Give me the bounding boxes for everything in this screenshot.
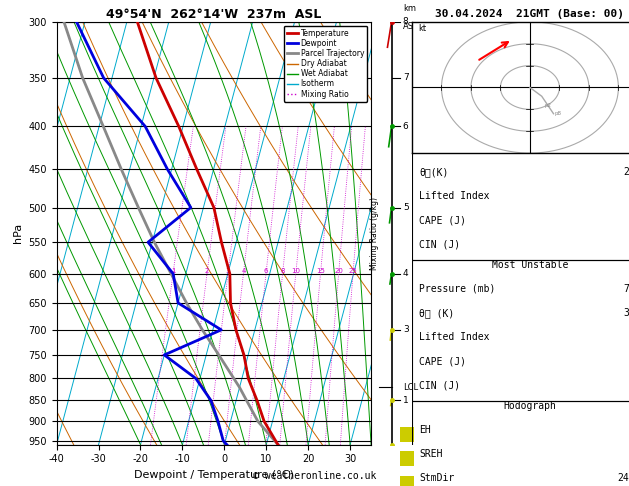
Text: K: K [419, 26, 425, 36]
Y-axis label: hPa: hPa [13, 223, 23, 243]
Text: 5: 5 [403, 203, 409, 212]
Text: CAPE (J): CAPE (J) [419, 356, 466, 366]
Text: EH: EH [419, 425, 431, 435]
Text: 8: 8 [403, 17, 409, 26]
Text: 12.8: 12.8 [617, 119, 629, 129]
Text: © weatheronline.co.uk: © weatheronline.co.uk [253, 471, 376, 481]
Text: Pressure (mb): Pressure (mb) [419, 284, 496, 294]
Text: p8: p8 [555, 111, 562, 116]
Text: 10: 10 [291, 268, 300, 274]
Text: 299: 299 [623, 167, 629, 177]
Text: 3: 3 [403, 325, 409, 334]
Text: Surface: Surface [509, 95, 550, 105]
Text: CIN (J): CIN (J) [419, 381, 460, 390]
Text: θᴇ(K): θᴇ(K) [419, 167, 448, 177]
Text: 30.04.2024  21GMT (Base: 00): 30.04.2024 21GMT (Base: 00) [435, 9, 625, 19]
Text: CAPE (J): CAPE (J) [419, 215, 466, 226]
Text: 1: 1 [403, 396, 409, 405]
Text: kt: kt [418, 24, 426, 33]
Text: 3: 3 [226, 268, 230, 274]
Text: θᴇ (K): θᴇ (K) [419, 308, 454, 318]
Bar [400, 451, 415, 466]
Text: 15: 15 [316, 268, 325, 274]
Bar [400, 427, 415, 442]
Text: 4: 4 [403, 269, 408, 278]
Legend: Temperature, Dewpoint, Parcel Trajectory, Dry Adiabat, Wet Adiabat, Isotherm, Mi: Temperature, Dewpoint, Parcel Trajectory… [284, 26, 367, 102]
Text: Hodograph: Hodograph [503, 401, 557, 411]
Text: SREH: SREH [419, 449, 443, 459]
Text: 0.83: 0.83 [617, 74, 629, 84]
Text: 303: 303 [623, 308, 629, 318]
Text: km: km [403, 4, 416, 14]
Text: Mixing Ratio (g/kg): Mixing Ratio (g/kg) [370, 197, 379, 270]
Text: 0.6: 0.6 [623, 143, 629, 153]
Text: 7: 7 [403, 73, 409, 83]
Text: Lifted Index: Lifted Index [419, 191, 489, 201]
Text: StmDir: StmDir [419, 473, 454, 483]
Text: 4: 4 [242, 268, 245, 274]
Text: PW (cm): PW (cm) [419, 74, 460, 84]
Text: 700: 700 [623, 284, 629, 294]
Text: 8: 8 [281, 268, 285, 274]
Text: 1: 1 [170, 268, 175, 274]
Title: 49°54'N  262°14'W  237m  ASL: 49°54'N 262°14'W 237m ASL [106, 8, 321, 21]
Text: Lifted Index: Lifted Index [419, 332, 489, 342]
Text: Most Unstable: Most Unstable [492, 260, 568, 270]
Text: 20: 20 [334, 268, 343, 274]
Text: 2: 2 [205, 268, 209, 274]
Text: ASL: ASL [403, 22, 418, 31]
Text: Dewp (°C): Dewp (°C) [419, 143, 472, 153]
Text: Temp (°C): Temp (°C) [419, 119, 472, 129]
Text: p2: p2 [545, 103, 552, 108]
X-axis label: Dewpoint / Temperature (°C): Dewpoint / Temperature (°C) [134, 470, 294, 480]
Text: Totals Totals: Totals Totals [419, 50, 496, 60]
Text: LCL: LCL [403, 383, 418, 392]
Text: 6: 6 [264, 268, 268, 274]
Bar [400, 476, 415, 486]
Text: 6: 6 [403, 122, 409, 131]
Text: 25: 25 [348, 268, 357, 274]
Text: CIN (J): CIN (J) [419, 240, 460, 249]
Text: 244°: 244° [617, 473, 629, 483]
